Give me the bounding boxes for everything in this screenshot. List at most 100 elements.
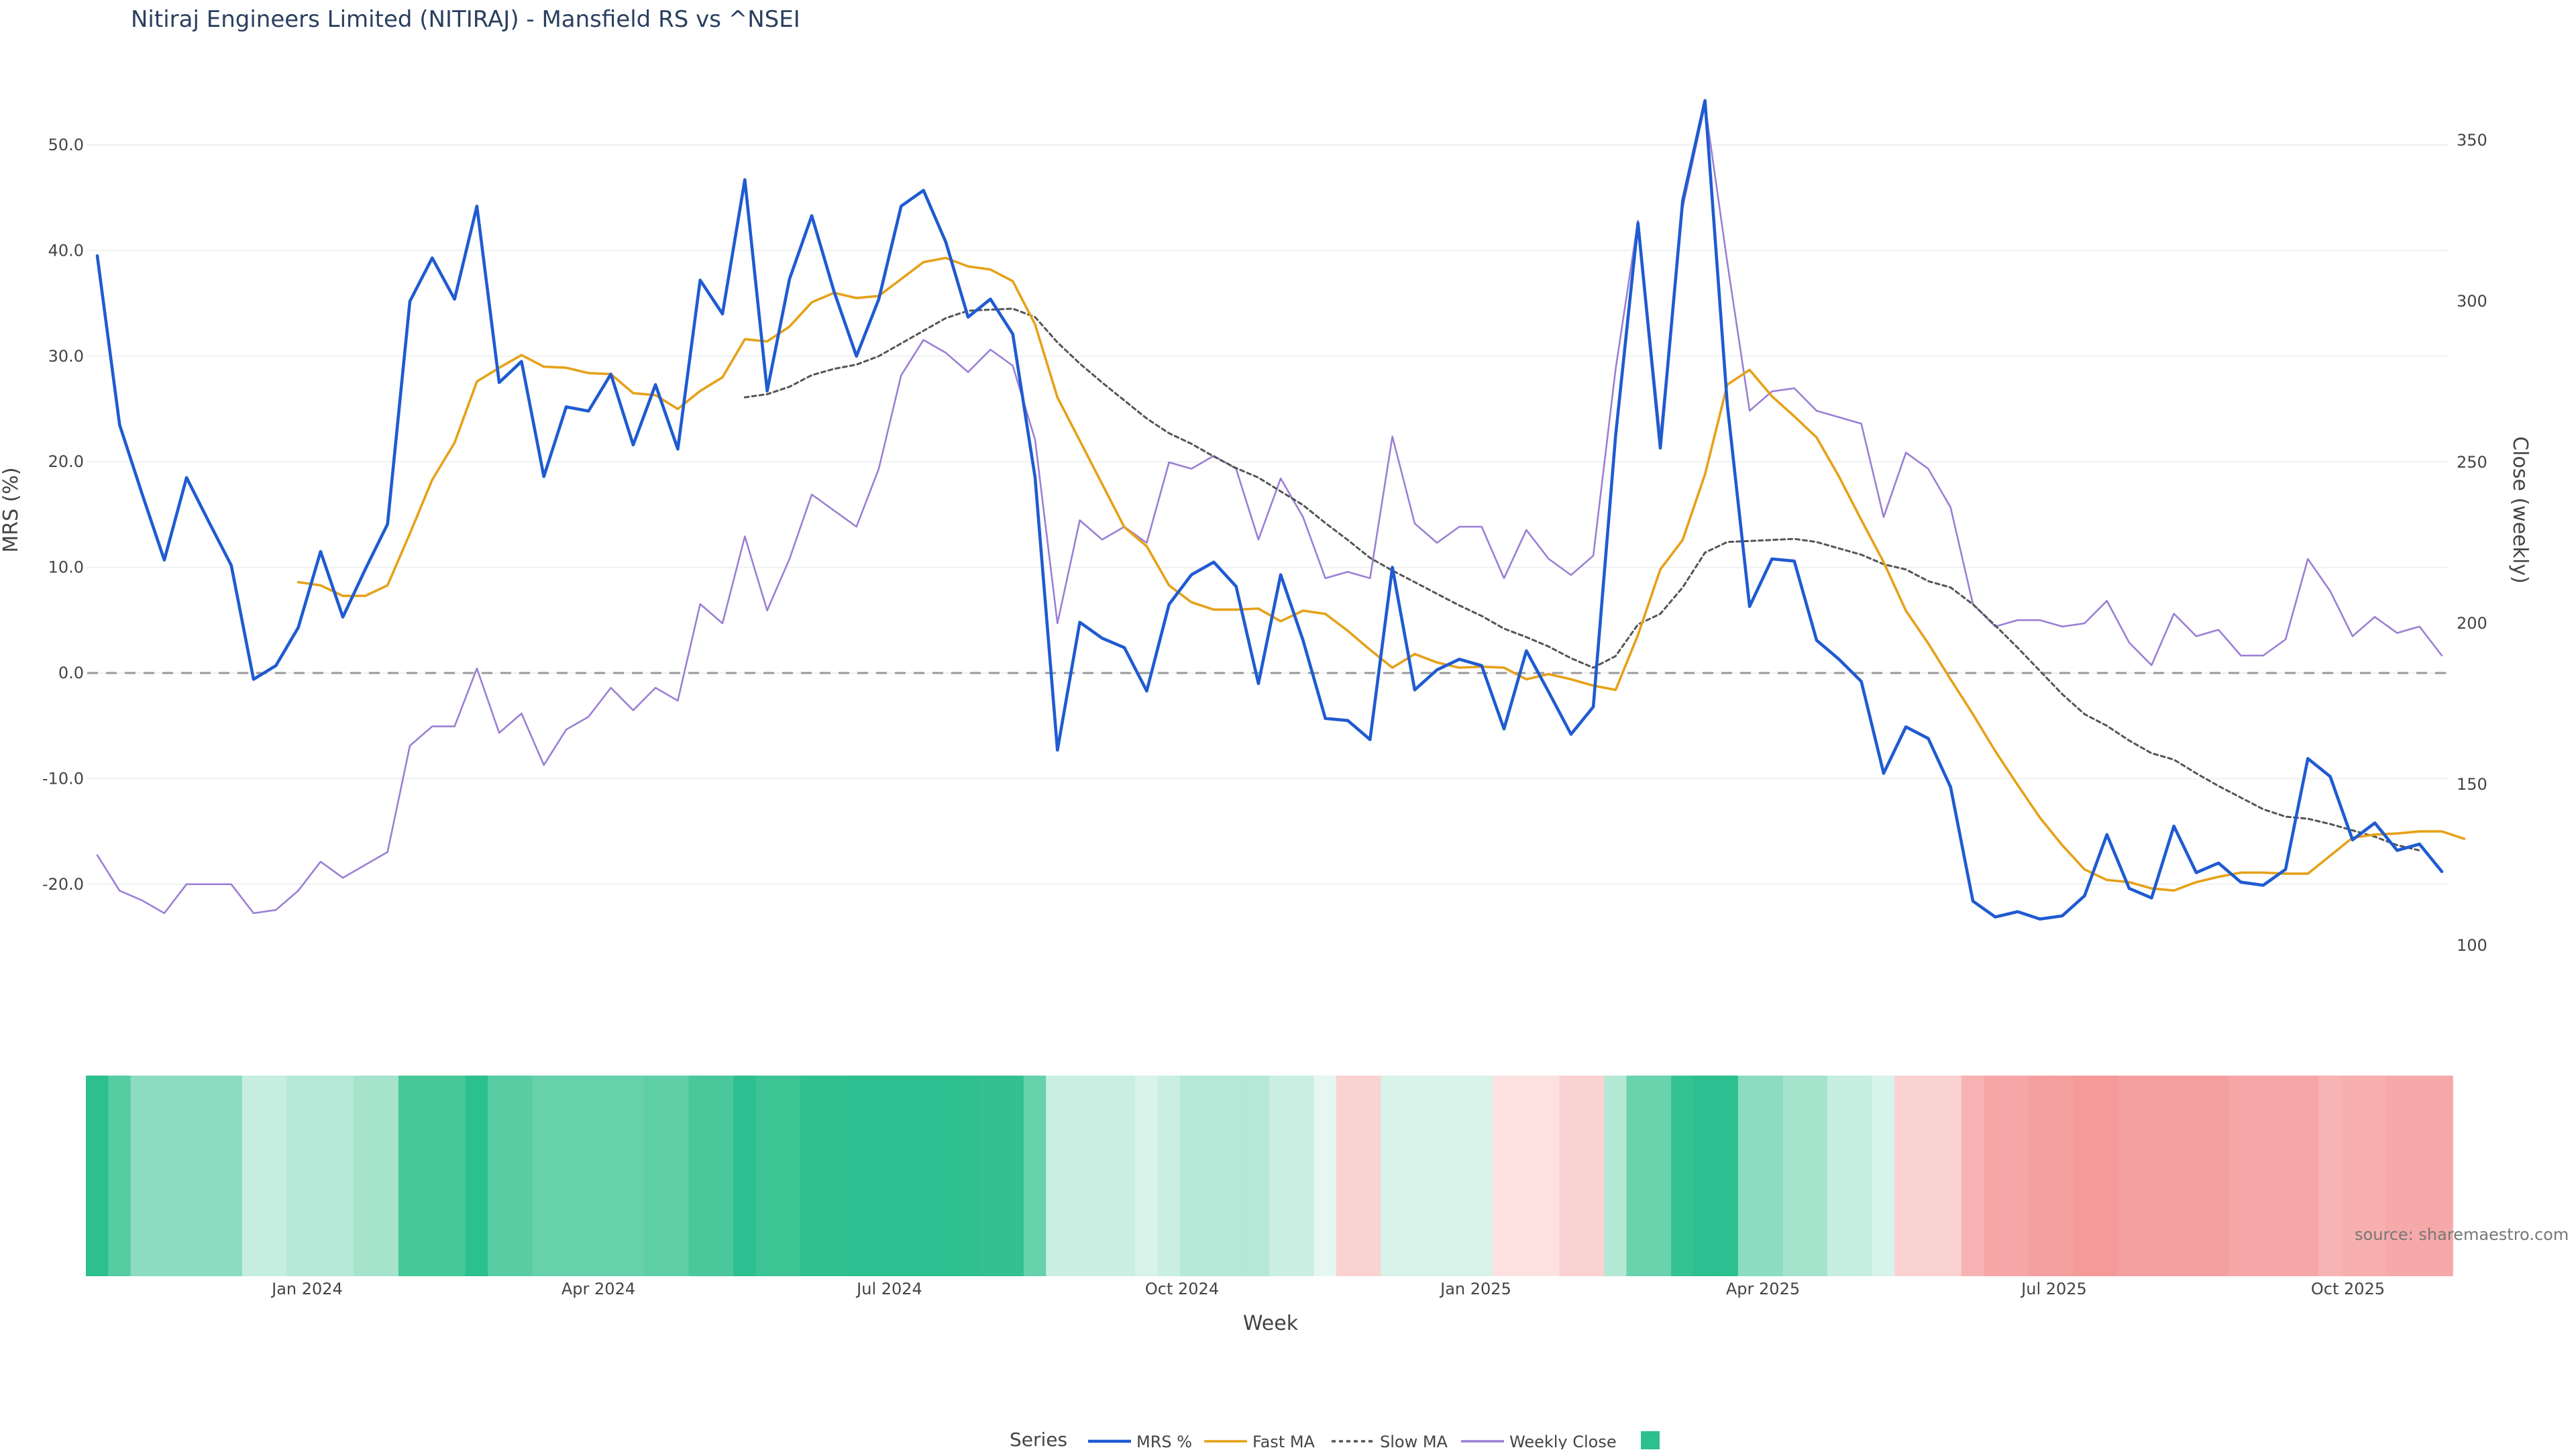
heatmap-cell [1358,1076,1382,1276]
heatmap-cell [890,1076,913,1276]
heatmap-cell [1492,1076,1515,1276]
heatmap-cell [1626,1076,1650,1276]
heatmap-cell [2341,1076,2364,1276]
heatmap-cell [1961,1076,1984,1276]
heatmap-cell [710,1076,734,1276]
y-left-tick-label: 10.0 [48,558,84,577]
heatmap-cell [1737,1076,1762,1276]
heatmap-cell [2095,1076,2118,1276]
heatmap-cell [1113,1076,1136,1276]
heatmap-cell [1224,1076,1248,1276]
heatmap-cell [152,1076,176,1276]
y-right-tick-label: 250 [2457,453,2487,472]
heatmap-cell [1425,1076,1449,1276]
heatmap-cell [2028,1076,2051,1276]
heatmap-cell [1559,1076,1582,1276]
heatmap-cell [554,1076,578,1276]
heatmap-cell [2273,1076,2297,1276]
heatmap-cell [599,1076,623,1276]
heatmap-cell [421,1076,444,1276]
heatmap-cell [688,1076,712,1276]
y-right-tick-label: 350 [2457,131,2487,150]
source-label: source: sharemaestro.com [2355,1225,2569,1244]
heatmap-cell [755,1076,779,1276]
heatmap-cell [2363,1076,2386,1276]
heatmap-cell [2296,1076,2320,1276]
y-right-tick-label: 300 [2457,292,2487,311]
y-left-tick-label: -20.0 [42,875,84,894]
heatmap-cell [934,1076,957,1276]
heatmap-cell [331,1076,355,1276]
heatmap-cell [1715,1076,1739,1276]
heatmap-cell [2318,1076,2342,1276]
heatmap-cell [1202,1076,1226,1276]
heatmap-cell [1313,1076,1337,1276]
heatmap-cell [867,1076,890,1276]
heatmap-cell [376,1076,399,1276]
heatmap-cell [108,1076,131,1276]
heatmap-cell [2050,1076,2074,1276]
heatmap-cell [1068,1076,1091,1276]
y-left-tick-label: 30.0 [48,347,84,366]
heatmap-cell [1291,1076,1315,1276]
y-left-tick-label: 50.0 [48,136,84,154]
heatmap-cell [1246,1076,1270,1276]
heatmap-cell [733,1076,757,1276]
x-axis-ticks: Jan 2024 Apr 2024 Jul 2024 Oct 2024 Jan 2025… [270,1280,2385,1298]
heatmap-cell [845,1076,868,1276]
heatmap-cell [1470,1076,1493,1276]
series-line-fast-ma [297,256,2466,892]
legend-label: MRS % [1136,1433,1192,1449]
legend-items: MRS % Fast MA Slow MA Weekly Close [1088,1431,1660,1451]
heatmap-cell [1782,1076,1806,1276]
heatmap-cell [1448,1076,1471,1276]
heatmap-cell [219,1076,243,1276]
heatmap-cell [2162,1076,2186,1276]
heatmap-cell [2117,1076,2141,1276]
heatmap-cell [2184,1076,2208,1276]
heatmap-cell [532,1076,555,1276]
heatmap-cell [1179,1076,1203,1276]
heatmap-cell [957,1076,980,1276]
heatmap-cell [309,1076,332,1276]
chart-title: Nitiraj Engineers Limited (NITIRAJ) - Ma… [131,6,800,33]
heatmap-cell [777,1076,801,1276]
heatmap-cell [1917,1076,1940,1276]
heatmap-cell [621,1076,645,1276]
heatmap-cell [1023,1076,1046,1276]
heatmap-cell [175,1076,199,1276]
heatmap-cell [1648,1076,1672,1276]
series-line-weekly-close [96,103,2443,915]
heatmap-cell [264,1076,288,1276]
y-left-tick-label: 20.0 [48,452,84,471]
left-axis-ticks: 50.0 40.0 30.0 20.0 10.0 0.0 -10.0 -20.0 [42,136,84,894]
series-layer [95,99,2466,921]
x-tick-label: Apr 2024 [561,1280,635,1298]
heatmap-cell [1984,1076,2007,1276]
heatmap-cell [666,1076,690,1276]
heatmap-cell [1805,1076,1828,1276]
legend-label: Slow MA [1380,1433,1448,1449]
heatmap-cell [510,1076,533,1276]
heatmap-cell [1403,1076,1426,1276]
heatmap-cell [1894,1076,1917,1276]
series-line-slow-ma [743,307,2421,851]
heatmap-strip [86,1076,2453,1276]
legend-label: Fast MA [1252,1433,1316,1449]
heatmap-cell [2073,1076,2096,1276]
heatmap-cell [197,1076,221,1276]
y-axis-left-title: MRS (%) [0,467,23,552]
y-left-tick-label: 0.0 [58,664,84,682]
heatmap-cell [822,1076,846,1276]
x-tick-label: Jul 2024 [855,1280,922,1298]
y-right-tick-label: 100 [2457,936,2487,955]
y-right-tick-label: 200 [2457,614,2487,633]
heatmap-cell [1537,1076,1560,1276]
heatmap-cell [1939,1076,1962,1276]
heatmap-cell [1581,1076,1605,1276]
heatmap-cell [2430,1076,2453,1276]
heatmap-cell [1604,1076,1627,1276]
right-axis-ticks: 350 300 250 200 150 100 [2457,131,2487,955]
